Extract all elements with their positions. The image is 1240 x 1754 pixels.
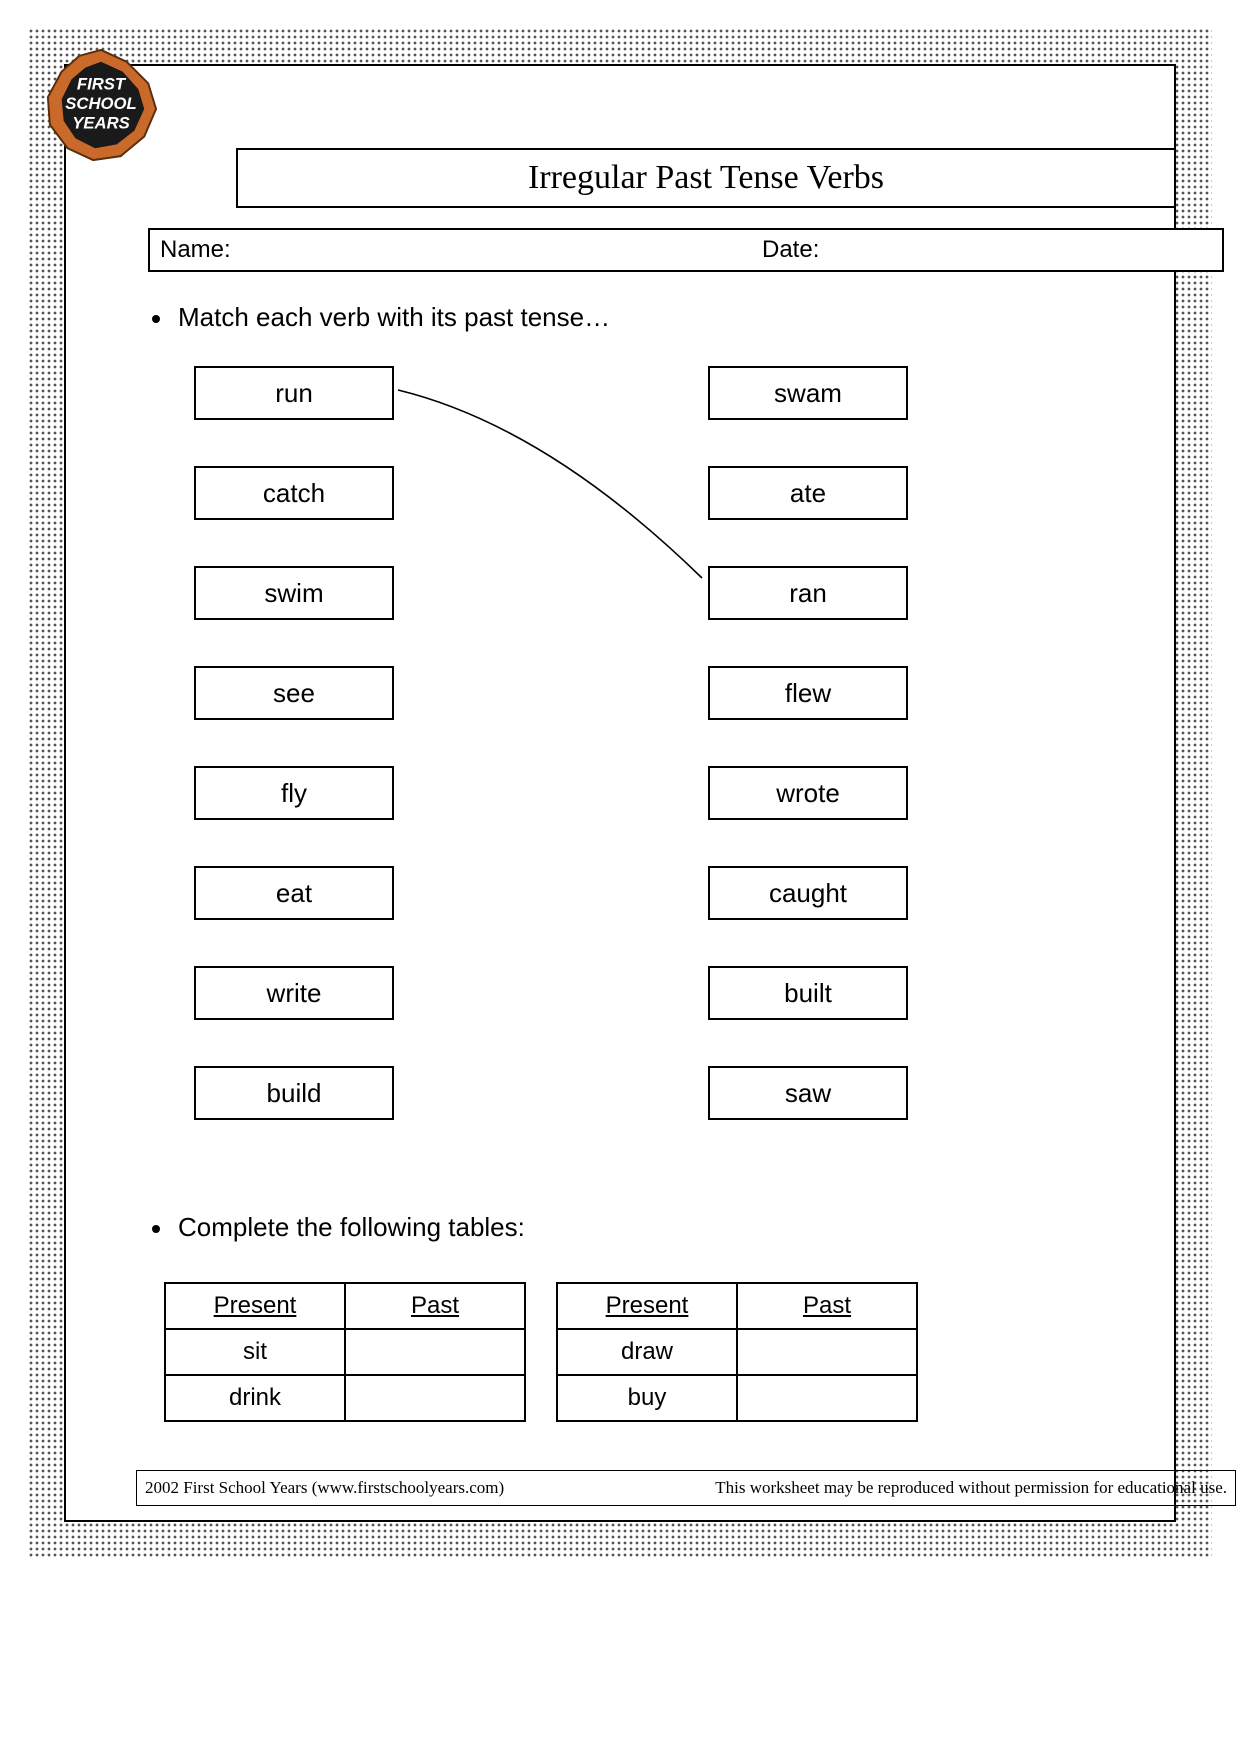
- table-cell-present: draw: [557, 1329, 737, 1375]
- present-verb-box: write: [194, 966, 394, 1020]
- table-cell-present: drink: [165, 1375, 345, 1421]
- present-verb-box: eat: [194, 866, 394, 920]
- present-verb-box: run: [194, 366, 394, 420]
- tense-table-left: PresentPastsitdrink: [164, 1282, 526, 1422]
- table-cell-present: sit: [165, 1329, 345, 1375]
- table-cell-past[interactable]: [345, 1329, 525, 1375]
- footer-right: This worksheet may be reproduced without…: [715, 1471, 1227, 1505]
- content-frame: Irregular Past Tense Verbs Name: Date: M…: [64, 64, 1176, 1522]
- page-title: Irregular Past Tense Verbs: [236, 148, 1176, 208]
- past-verb-box: caught: [708, 866, 908, 920]
- table-header: Past: [345, 1283, 525, 1329]
- present-verb-box: fly: [194, 766, 394, 820]
- present-verb-box: swim: [194, 566, 394, 620]
- tense-table-right: PresentPastdrawbuy: [556, 1282, 918, 1422]
- name-date-box: Name: Date:: [148, 228, 1224, 272]
- past-verb-box: wrote: [708, 766, 908, 820]
- past-verb-box: swam: [708, 366, 908, 420]
- footer-left: 2002 First School Years (www.firstschool…: [145, 1471, 504, 1505]
- footer-box: 2002 First School Years (www.firstschool…: [136, 1470, 1236, 1506]
- instruction-text: Match each verb with its past tense…: [178, 302, 610, 332]
- table-header: Present: [557, 1283, 737, 1329]
- logo-line1: FIRST: [77, 74, 127, 93]
- present-verb-box: build: [194, 1066, 394, 1120]
- instruction-match: Match each verb with its past tense…: [152, 302, 610, 333]
- past-verb-box: flew: [708, 666, 908, 720]
- instruction-text: Complete the following tables:: [178, 1212, 525, 1242]
- table-cell-past[interactable]: [345, 1375, 525, 1421]
- table-cell-present: buy: [557, 1375, 737, 1421]
- instruction-tables: Complete the following tables:: [152, 1212, 525, 1243]
- logo-line3: YEARS: [72, 114, 130, 133]
- worksheet-page: Irregular Past Tense Verbs Name: Date: M…: [0, 0, 1240, 1754]
- bullet-icon: [152, 1225, 160, 1233]
- past-verb-box: saw: [708, 1066, 908, 1120]
- table-cell-past[interactable]: [737, 1329, 917, 1375]
- logo-line2: SCHOOL: [65, 94, 136, 113]
- table-cell-past[interactable]: [737, 1375, 917, 1421]
- table-header: Present: [165, 1283, 345, 1329]
- past-verb-box: ran: [708, 566, 908, 620]
- present-verb-box: see: [194, 666, 394, 720]
- past-verb-box: built: [708, 966, 908, 1020]
- date-label: Date:: [762, 230, 819, 270]
- table-header: Past: [737, 1283, 917, 1329]
- name-label: Name:: [160, 230, 231, 270]
- present-verb-box: catch: [194, 466, 394, 520]
- logo-badge: FIRST SCHOOL YEARS: [42, 46, 160, 164]
- past-verb-box: ate: [708, 466, 908, 520]
- bullet-icon: [152, 315, 160, 323]
